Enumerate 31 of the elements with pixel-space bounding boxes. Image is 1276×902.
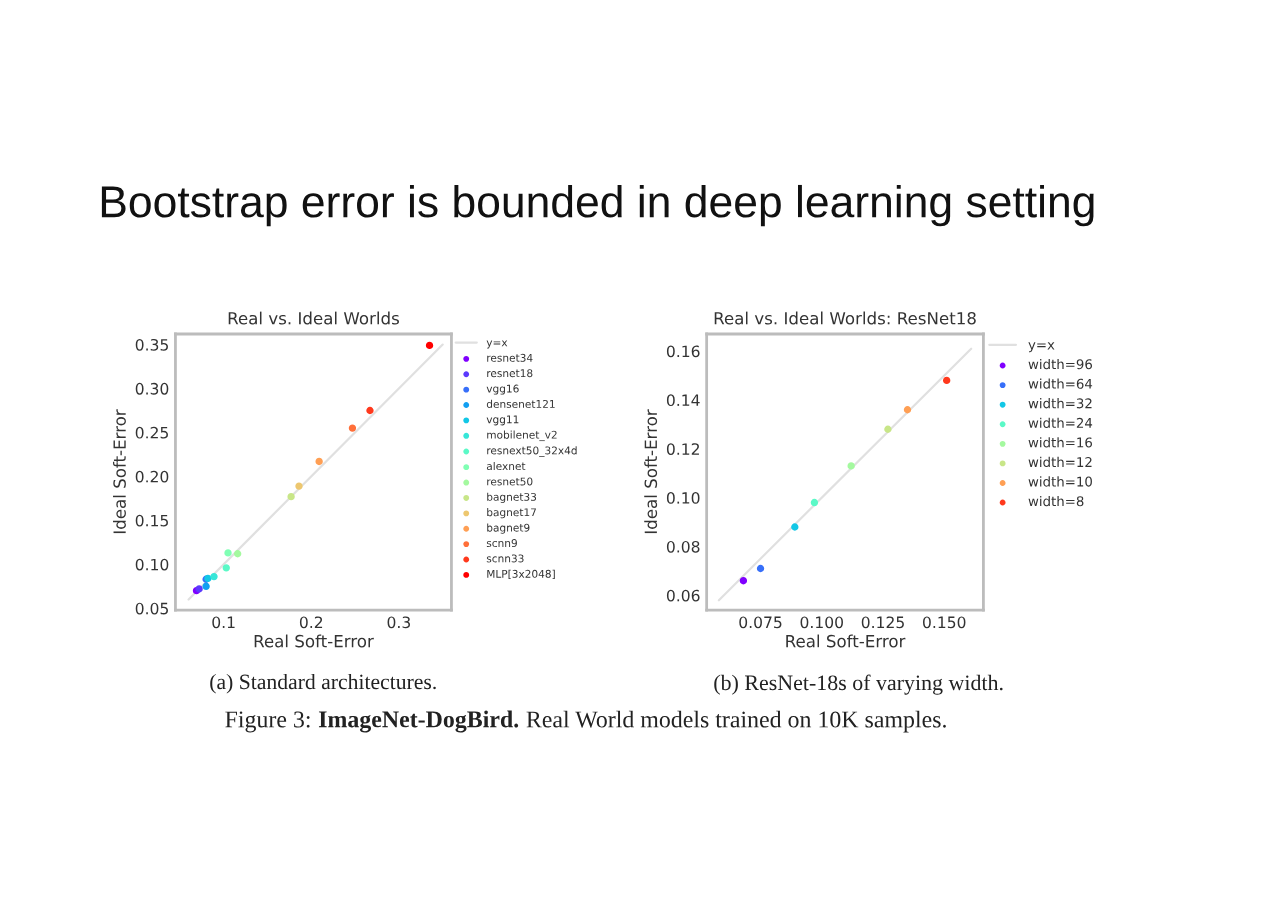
x-axis-title: Real Soft-Error (786, 634, 906, 648)
point (224, 549, 232, 557)
point (791, 523, 799, 531)
point (366, 406, 374, 415)
x-axis-title: Real Soft-Error (254, 634, 374, 648)
point (233, 550, 242, 558)
text: (a) Standard architectures. (210, 673, 436, 694)
point (287, 492, 295, 501)
point (348, 424, 357, 432)
point (756, 564, 765, 573)
point (884, 425, 892, 433)
point (202, 582, 210, 590)
caption: Figure 3: (225, 711, 310, 733)
point (222, 564, 230, 572)
chart-title: Real vs. Ideal Worlds: ResNet18 (714, 311, 976, 325)
point (943, 376, 951, 385)
text: ImageNet-DogBird. (318, 710, 519, 733)
chart-title: Real vs. Ideal Worlds (228, 311, 399, 325)
y-axis-title: Ideal Soft-Error (644, 409, 658, 534)
point (425, 341, 434, 350)
point (903, 406, 912, 414)
y-axis-title: Ideal Soft-Error (113, 409, 126, 534)
point (295, 482, 303, 490)
point (739, 577, 748, 585)
point (810, 498, 819, 507)
text: (b) ResNet-18s of varying width. (714, 674, 1003, 695)
text: Bootstrap error is bounded in deep learning setting (101, 184, 1094, 227)
point (210, 572, 218, 581)
point (847, 462, 855, 470)
text: Real World models trained on 10K samples. (526, 710, 946, 733)
point (315, 457, 323, 466)
